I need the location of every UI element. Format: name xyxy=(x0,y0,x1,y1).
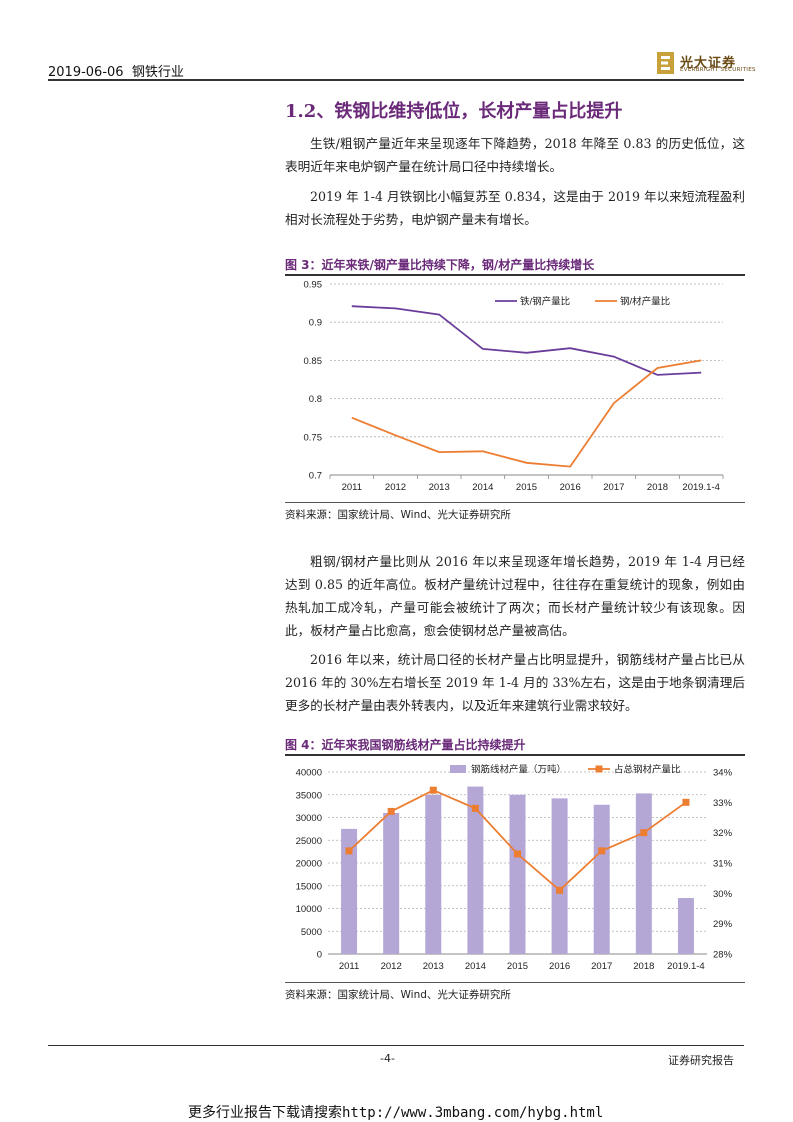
x-tick-label: 2013 xyxy=(429,482,450,493)
y-tick-label: 0.8 xyxy=(309,394,322,405)
y-tick-label: 0.75 xyxy=(304,432,323,443)
paragraph: 2019 年 1-4 月铁钢比小幅复苏至 0.834，这是由于 2019 年以来… xyxy=(285,189,745,227)
bar xyxy=(341,828,358,954)
x-tick-label: 2013 xyxy=(423,961,444,972)
paragraph: 2016 年以来，统计局口径的长材产量占比明显提升，钢筋线材产量占比已从 201… xyxy=(285,652,745,713)
legend-label: 钢筋线材产量（万吨） xyxy=(471,764,566,776)
logo-text-cn: 光大证券 xyxy=(680,56,737,71)
figure-3-line-chart: 0.95 0.9 0.85 0.8 0.75 0.7 2011 2012 2013 2014 201… xyxy=(304,280,724,493)
x-tick-label: 2016 xyxy=(549,961,570,972)
section-body: 生铁/粗钢产量近年来呈现逐年下降趋势，2018 年降至 0.83 的历史低位，这… xyxy=(285,132,745,231)
page-number: -4- xyxy=(380,1052,395,1065)
y-right-tick-label: 30% xyxy=(713,889,733,900)
y-left-tick-label: 15000 xyxy=(296,881,322,892)
section-title: 1.2、铁钢比维持低位，长材产量占比提升 xyxy=(285,101,623,122)
y-left-tick-label: 35000 xyxy=(296,790,322,801)
download-promo-text: 更多行业报告下载请搜索http://www.3mbang.com/hybg.ht… xyxy=(188,1105,604,1121)
y-right-tick-label: 34% xyxy=(713,768,733,779)
paragraph: 粗钢/钢材产量比则从 2016 年以来呈现逐年增长趋势，2019 年 1-4 月… xyxy=(285,554,745,638)
figure-4-bottom-rule xyxy=(285,982,745,983)
x-tick-label: 2012 xyxy=(385,482,406,493)
figure-4-combo-chart: 40000 35000 30000 25000 20000 15000 10000 5000 0… xyxy=(296,764,733,973)
figure-3-source: 资料来源：国家统计局、Wind、光大证券研究所 xyxy=(285,509,511,521)
x-tick-label: 2018 xyxy=(633,961,654,972)
share-marker xyxy=(682,798,690,806)
figure-3-top-rule xyxy=(285,274,745,276)
bar xyxy=(425,794,442,954)
series-line xyxy=(351,305,702,376)
x-tick-label: 2015 xyxy=(516,482,537,493)
logo-text-en: EVERBRIGHT SECURITIES xyxy=(680,67,756,73)
bar xyxy=(677,898,694,954)
y-right-tick-label: 31% xyxy=(713,859,733,870)
x-tick-label: 2011 xyxy=(339,961,359,972)
share-marker xyxy=(429,786,437,794)
share-marker xyxy=(514,850,521,858)
bar xyxy=(593,804,610,954)
y-left-tick-label: 20000 xyxy=(296,859,322,870)
x-tick-label: 2014 xyxy=(472,482,493,493)
y-left-tick-label: 30000 xyxy=(296,813,322,824)
x-tick-label: 2016 xyxy=(560,482,581,493)
legend-label: 占总钢材产量比 xyxy=(614,764,681,776)
bar xyxy=(383,812,400,954)
series-line xyxy=(351,359,702,468)
legend-label: 钢/材产量比 xyxy=(620,296,670,308)
y-left-tick-label: 25000 xyxy=(296,836,322,847)
y-left-tick-label: 40000 xyxy=(296,768,322,779)
share-marker xyxy=(640,829,648,837)
bar xyxy=(635,793,652,954)
figure-4-top-rule xyxy=(285,754,745,756)
share-marker xyxy=(345,847,353,855)
figure-3-title: 图 3：近年来铁/钢产量比持续下降，钢/材产量比持续增长 xyxy=(285,258,595,272)
report-type: 证券研究报告 xyxy=(668,1054,734,1067)
x-tick-label: 2014 xyxy=(465,961,486,972)
y-right-tick-label: 29% xyxy=(713,919,733,930)
x-tick-label: 2019.1-4 xyxy=(682,482,720,493)
figure-3-bottom-rule xyxy=(285,502,745,503)
x-tick-label: 2011 xyxy=(342,482,362,493)
x-tick-label: 2018 xyxy=(647,482,668,493)
x-tick-label: 2015 xyxy=(507,961,528,972)
bar xyxy=(551,798,568,954)
share-marker xyxy=(387,807,395,815)
y-left-tick-label: 0 xyxy=(317,950,322,961)
share-marker xyxy=(471,804,479,812)
header-divider xyxy=(48,79,744,81)
y-right-tick-label: 33% xyxy=(713,798,733,809)
y-right-tick-label: 28% xyxy=(713,950,733,961)
x-tick-label: 2017 xyxy=(603,482,624,493)
bar xyxy=(467,786,484,954)
figure-4-source: 资料来源：国家统计局、Wind、光大证券研究所 xyxy=(285,989,511,1001)
report-date: 2019-06-06 xyxy=(48,65,124,80)
industry-name: 钢铁行业 xyxy=(131,65,184,80)
figure-4-title: 图 4：近年来我国钢筋线材产量占比持续提升 xyxy=(285,738,526,752)
y-left-tick-label: 10000 xyxy=(296,904,322,915)
x-tick-label: 2019.1-4 xyxy=(667,961,705,972)
legend-label: 铁/钢产量比 xyxy=(520,296,570,308)
y-tick-label: 0.85 xyxy=(304,356,323,367)
y-tick-label: 0.7 xyxy=(309,471,322,482)
y-tick-label: 0.9 xyxy=(309,318,322,329)
footer-divider xyxy=(48,1045,744,1046)
header-date-industry: 2019-06-06 钢铁行业 xyxy=(48,61,184,80)
x-tick-label: 2012 xyxy=(381,961,402,972)
y-right-tick-label: 32% xyxy=(713,828,733,839)
bar xyxy=(509,794,526,954)
legend-swatch-marker xyxy=(595,765,603,773)
x-tick-label: 2017 xyxy=(591,961,612,972)
everbright-logo-icon xyxy=(657,52,674,74)
y-left-tick-label: 5000 xyxy=(301,927,322,938)
y-tick-label: 0.95 xyxy=(304,280,323,291)
legend-swatch-bar xyxy=(450,765,466,773)
analysis-body: 粗钢/钢材产量比则从 2016 年以来呈现逐年增长趋势，2019 年 1-4 月… xyxy=(285,550,745,717)
share-marker xyxy=(598,847,606,855)
paragraph: 生铁/粗钢产量近年来呈现逐年下降趋势，2018 年降至 0.83 的历史低位，这… xyxy=(285,136,745,174)
share-marker xyxy=(556,886,564,894)
